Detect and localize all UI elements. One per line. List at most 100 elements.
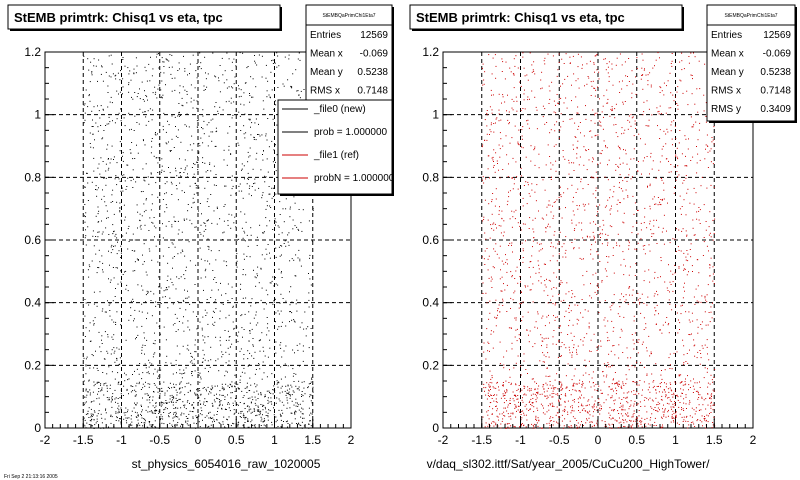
scatter-point: [669, 72, 671, 74]
scatter-point: [236, 326, 238, 328]
scatter-point: [573, 170, 575, 171]
scatter-point: [147, 411, 149, 413]
scatter-point: [262, 409, 264, 411]
scatter-point: [138, 383, 140, 385]
scatter-point: [292, 219, 294, 221]
scatter-point: [613, 294, 615, 296]
scatter-point: [628, 408, 630, 410]
scatter-point: [676, 351, 678, 353]
scatter-point: [633, 405, 635, 407]
scatter-point: [485, 358, 487, 360]
scatter-point: [155, 409, 157, 411]
scatter-point: [630, 400, 632, 402]
scatter-point: [277, 284, 279, 286]
scatter-point: [120, 257, 122, 258]
scatter-point: [683, 286, 685, 288]
scatter-point: [303, 417, 305, 419]
scatter-point: [111, 194, 113, 196]
scatter-point: [137, 415, 139, 417]
scatter-point: [168, 66, 170, 68]
scatter-point: [582, 344, 584, 346]
scatter-point: [497, 163, 498, 164]
scatter-point: [197, 162, 199, 163]
scatter-point: [672, 406, 674, 408]
scatter-point: [221, 408, 223, 410]
scatter-point: [493, 166, 494, 168]
scatter-point: [496, 410, 498, 412]
scatter-point: [147, 371, 149, 373]
scatter-point: [487, 410, 489, 412]
scatter-point: [665, 321, 666, 323]
scatter-point: [182, 250, 184, 252]
scatter-point: [612, 196, 614, 198]
scatter-point: [269, 282, 271, 284]
scatter-point: [224, 375, 226, 377]
scatter-point: [183, 330, 185, 332]
scatter-point: [623, 258, 625, 260]
scatter-point: [534, 73, 536, 75]
scatter-point: [667, 80, 669, 82]
scatter-point: [634, 381, 636, 383]
scatter-point: [273, 300, 275, 302]
scatter-point: [181, 249, 183, 251]
scatter-point: [126, 388, 128, 390]
scatter-point: [495, 401, 497, 402]
scatter-point: [502, 418, 504, 420]
chart-panel-1: -2 -1.5 -1 -0.5 0 0.5 1 1.5 200.20.40.60.811.2st…: [7, 4, 395, 471]
scatter-point: [281, 277, 283, 278]
scatter-point: [170, 181, 172, 183]
scatter-point: [693, 378, 694, 380]
scatter-point: [565, 347, 567, 349]
scatter-point: [598, 287, 599, 289]
scatter-point: [130, 79, 132, 81]
scatter-point: [228, 416, 230, 418]
scatter-point: [297, 402, 298, 404]
scatter-point: [94, 383, 96, 385]
title-box: [7, 4, 281, 30]
scatter-point: [84, 237, 86, 239]
scatter-point: [275, 144, 276, 146]
scatter-point: [637, 209, 639, 211]
scatter-point: [686, 408, 687, 409]
scatter-point: [515, 319, 517, 321]
scatter-point: [516, 100, 518, 102]
scatter-point: [185, 266, 187, 268]
scatter-point: [492, 266, 494, 268]
scatter-point: [106, 387, 108, 389]
scatter-point: [524, 89, 525, 91]
scatter-point: [192, 197, 194, 199]
scatter-point: [302, 395, 304, 397]
scatter-point: [151, 194, 153, 196]
scatter-point: [582, 203, 584, 205]
scatter-point: [501, 58, 503, 60]
scatter-point: [547, 387, 549, 389]
scatter-point: [109, 310, 111, 311]
scatter-point: [195, 427, 197, 429]
scatter-point: [509, 218, 511, 220]
scatter-point: [618, 186, 620, 188]
scatter-point: [122, 86, 124, 88]
scatter-point: [272, 187, 274, 189]
scatter-point: [660, 382, 662, 383]
scatter-point: [161, 387, 163, 389]
scatter-point: [560, 394, 562, 395]
scatter-point: [534, 146, 536, 148]
scatter-point: [700, 324, 702, 325]
scatter-point: [174, 386, 176, 388]
scatter-point: [122, 155, 123, 157]
scatter-point: [573, 410, 575, 412]
scatter-point: [135, 57, 137, 59]
scatter-point: [310, 425, 312, 427]
scatter-point: [126, 164, 128, 166]
scatter-point: [253, 137, 255, 139]
scatter-point: [158, 378, 160, 380]
scatter-point: [574, 296, 576, 298]
scatter-point: [144, 239, 146, 241]
scatter-point: [627, 412, 629, 414]
scatter-point: [235, 193, 237, 195]
scatter-point: [247, 179, 249, 180]
scatter-point: [570, 394, 572, 396]
scatter-point: [267, 80, 269, 82]
scatter-point: [288, 58, 290, 60]
scatter-point: [141, 415, 142, 417]
